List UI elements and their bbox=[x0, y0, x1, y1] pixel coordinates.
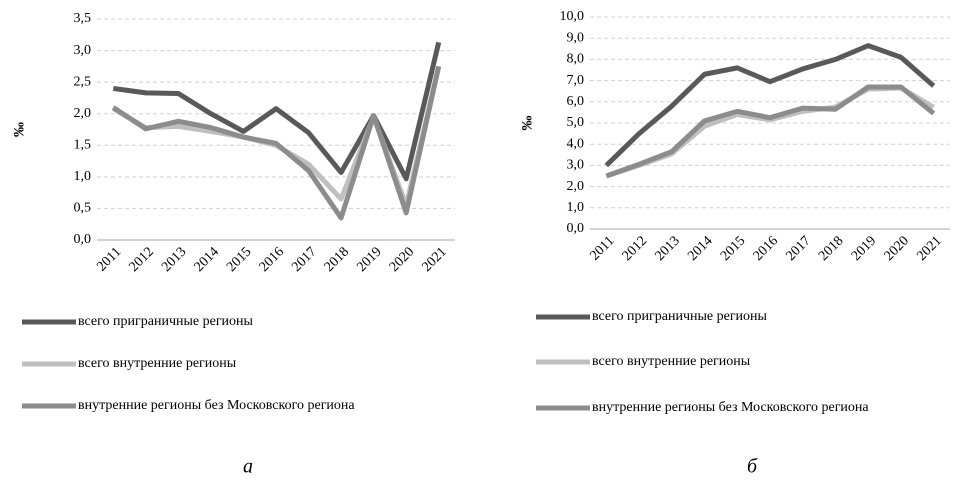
y-tick-label: 1,0 bbox=[74, 169, 92, 184]
y-tick-label: 1,5 bbox=[74, 138, 92, 153]
y-tick-label: 9,0 bbox=[567, 30, 585, 45]
series-line bbox=[112, 41, 442, 182]
x-tick-label: 2021 bbox=[914, 233, 944, 263]
y-tick-label: 7,0 bbox=[567, 73, 585, 88]
y-tick-label: 0,5 bbox=[74, 201, 92, 216]
legend-label: внутренние регионы без Московского регио… bbox=[78, 398, 355, 413]
x-tick-label: 2019 bbox=[354, 244, 384, 274]
x-tick-label: 2012 bbox=[127, 244, 157, 274]
legend-label: всего приграничные регионы bbox=[592, 309, 768, 324]
y-tick-label: 0,0 bbox=[567, 221, 585, 236]
legend-label: внутренние регионы без Московского регио… bbox=[592, 400, 869, 415]
y-tick-label: 2,5 bbox=[74, 74, 92, 89]
legend-label: всего внутренние регионы bbox=[78, 356, 237, 371]
y-tick-label: 10,0 bbox=[560, 9, 585, 24]
x-tick-label: 2015 bbox=[718, 233, 748, 263]
x-tick-label: 2018 bbox=[322, 244, 352, 274]
legend-label: всего внутренние регионы bbox=[592, 354, 751, 369]
x-tick-label: 2018 bbox=[816, 233, 846, 263]
x-tick-label: 2020 bbox=[882, 233, 912, 263]
x-tick-label: 2011 bbox=[94, 244, 124, 274]
y-tick-label: 3,0 bbox=[74, 43, 92, 58]
x-tick-label: 2016 bbox=[751, 233, 781, 263]
y-axis-label: ‰ bbox=[11, 122, 27, 137]
x-tick-label: 2014 bbox=[685, 233, 715, 263]
y-tick-label: 1,0 bbox=[567, 200, 585, 215]
y-tick-label: 2,0 bbox=[74, 106, 92, 121]
series-line bbox=[111, 65, 442, 221]
y-tick-label: 4,0 bbox=[567, 136, 585, 151]
series-line bbox=[604, 43, 936, 168]
x-tick-label: 2021 bbox=[419, 244, 449, 274]
y-tick-label: 2,0 bbox=[567, 179, 585, 194]
x-tick-label: 2014 bbox=[192, 244, 222, 274]
x-tick-label: 2017 bbox=[289, 244, 319, 274]
x-tick-label: 2013 bbox=[159, 244, 189, 274]
x-tick-label: 2016 bbox=[257, 244, 287, 274]
y-tick-label: 6,0 bbox=[567, 94, 585, 109]
caption: а bbox=[243, 456, 253, 478]
x-tick-label: 2020 bbox=[387, 244, 417, 274]
x-tick-label: 2015 bbox=[224, 244, 254, 274]
y-tick-label: 5,0 bbox=[567, 115, 585, 130]
series-line bbox=[605, 85, 935, 179]
y-tick-label: 3,5 bbox=[74, 11, 92, 26]
x-tick-label: 2019 bbox=[849, 233, 879, 263]
legend-label: всего приграничные регионы bbox=[78, 314, 254, 329]
x-tick-label: 2013 bbox=[653, 233, 683, 263]
y-tick-label: 8,0 bbox=[567, 52, 585, 67]
x-tick-label: 2017 bbox=[783, 233, 813, 263]
y-tick-label: 0,0 bbox=[74, 232, 92, 247]
y-tick-label: 3,0 bbox=[567, 158, 585, 173]
caption: б bbox=[747, 456, 758, 478]
x-tick-label: 2012 bbox=[620, 233, 650, 263]
x-tick-label: 2011 bbox=[587, 233, 617, 263]
series-line bbox=[605, 84, 936, 179]
y-axis-label: ‰ bbox=[519, 116, 535, 131]
series-line bbox=[112, 65, 442, 208]
